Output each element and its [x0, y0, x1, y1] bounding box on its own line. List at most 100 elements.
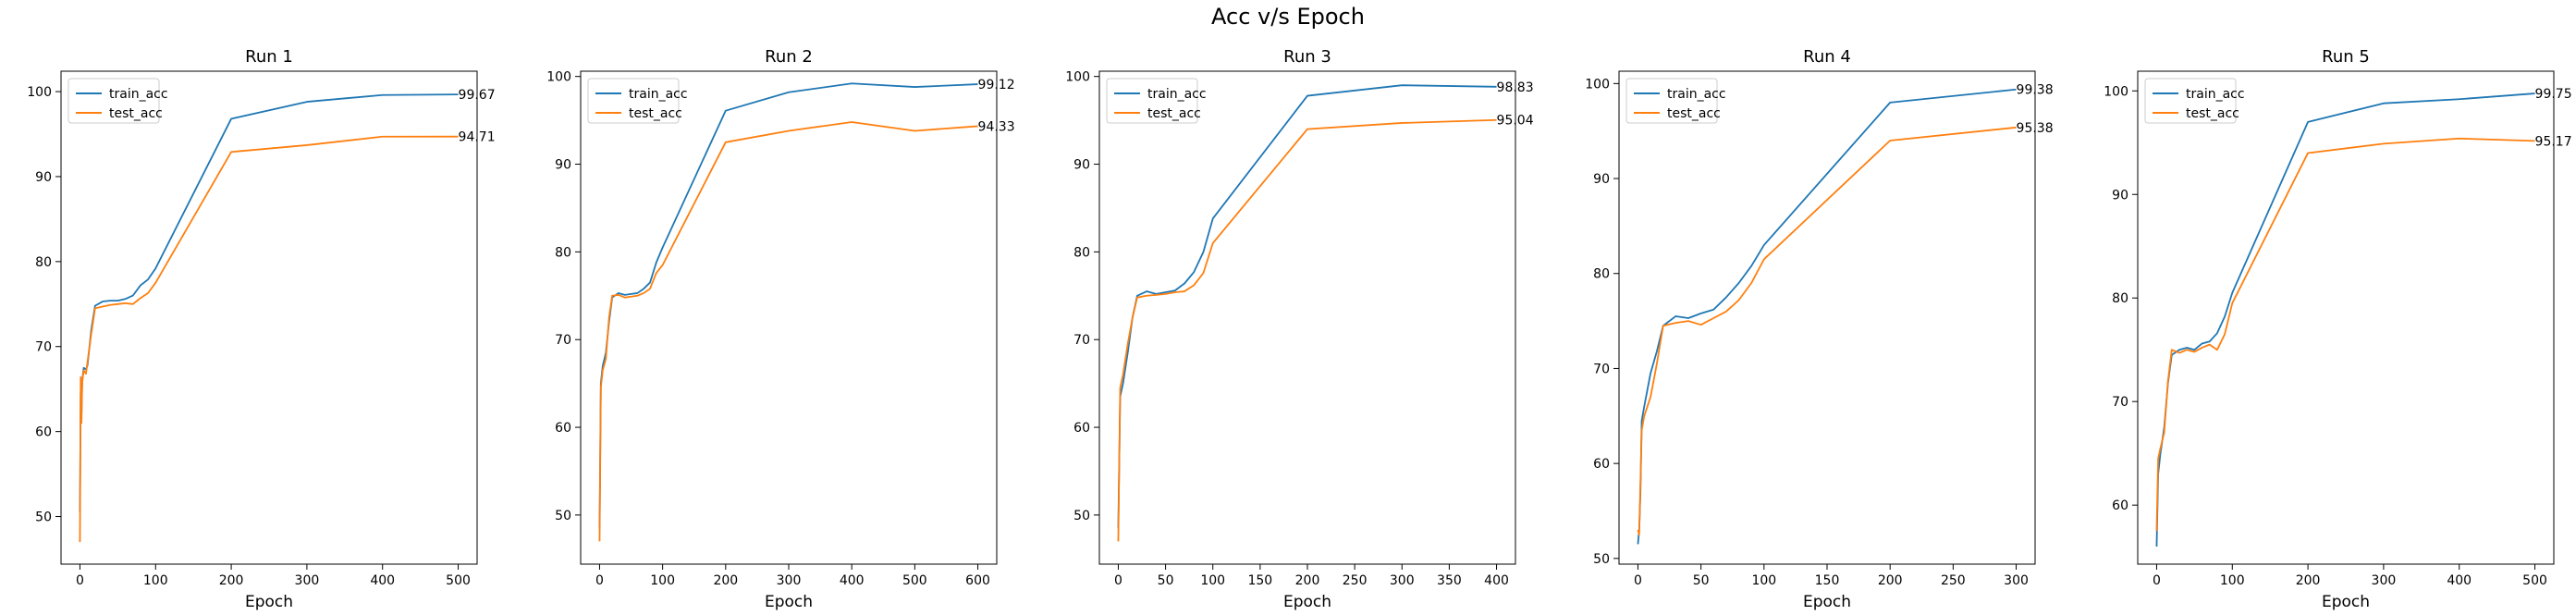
x-tick-label: 200 — [1878, 573, 1903, 588]
legend-label: test_acc — [2186, 106, 2239, 121]
y-tick-label: 60 — [35, 425, 52, 440]
y-tick-label: 70 — [1593, 362, 1610, 376]
axes-frame — [1098, 70, 1516, 565]
x-tick-label: 0 — [1114, 573, 1122, 588]
y-tick-label: 80 — [555, 245, 571, 260]
y-tick-label: 50 — [1073, 509, 1090, 523]
x-tick-label: 250 — [1941, 573, 1966, 588]
chart-run-5: Run 50 100 200 300 400 50060708090100Epoch99.… — [2104, 47, 2571, 611]
y-tick-label: 60 — [1593, 457, 1610, 472]
series-line-test_acc — [598, 121, 978, 542]
y-tick-label: 100 — [2104, 84, 2128, 99]
x-tick-label: 0 — [2153, 573, 2161, 588]
x-tick-label: 0 — [76, 573, 84, 588]
legend-label: train_acc — [109, 87, 168, 102]
series-line-test_acc — [1637, 126, 2017, 536]
x-tick-label: 250 — [1343, 573, 1368, 588]
x-tick-label: 600 — [965, 573, 990, 588]
x-tick-label: 0 — [595, 573, 604, 588]
x-tick-label: 400 — [840, 573, 865, 588]
y-tick-label: 70 — [1073, 333, 1090, 348]
y-tick-label: 60 — [2112, 498, 2128, 513]
y-tick-label: 80 — [35, 255, 52, 270]
y-tick-label: 60 — [555, 421, 571, 436]
series-line-train_acc — [2155, 92, 2535, 547]
x-tick-label: 50 — [1158, 573, 1174, 588]
chart-title: Run 4 — [1803, 47, 1851, 67]
y-tick-label: 90 — [555, 158, 571, 173]
x-tick-label: 100 — [650, 573, 675, 588]
x-tick-label: 500 — [902, 573, 927, 588]
axes-frame — [580, 70, 998, 565]
chart-title: Run 3 — [1283, 47, 1331, 67]
x-tick-label: 50 — [1693, 573, 1710, 588]
x-tick-label: 500 — [2522, 573, 2547, 588]
x-tick-label: 100 — [2220, 573, 2245, 588]
y-tick-label: 90 — [1593, 172, 1610, 187]
y-tick-label: 100 — [27, 85, 52, 100]
legend-label: test_acc — [629, 106, 682, 121]
x-tick-label: 300 — [1390, 573, 1415, 588]
legend-label: train_acc — [1147, 87, 1207, 102]
x-tick-label: 200 — [1295, 573, 1320, 588]
axes-frame — [1618, 70, 2036, 565]
y-tick-label: 90 — [1073, 158, 1090, 173]
y-tick-label: 80 — [1073, 245, 1090, 260]
chart-run-3: Run 3 0 50 100 150 200 250 300 350 400 50 60 70 80 90 1… — [1065, 47, 1533, 611]
y-tick-label: 70 — [555, 333, 571, 348]
y-tick-label: 100 — [1065, 70, 1090, 85]
legend-label: train_acc — [1667, 87, 1726, 102]
y-tick-label: 90 — [35, 170, 52, 185]
x-tick-label: 200 — [713, 573, 738, 588]
y-tick-label: 50 — [35, 510, 52, 525]
series-line-train_acc — [79, 93, 459, 512]
chart-run-2: Run 2 0 100 200 300 400 500 600 50 60 70 80 90 100 Epo… — [546, 47, 1014, 611]
series-line-train_acc — [1637, 88, 2017, 545]
axes-frame — [60, 70, 478, 565]
y-tick-label: 70 — [35, 340, 52, 355]
x-tick-label: 100 — [143, 573, 168, 588]
legend-label: train_acc — [2186, 87, 2245, 102]
series-line-test_acc — [1117, 118, 1497, 542]
legend-label: test_acc — [109, 106, 163, 121]
chart-title: Run 5 — [2322, 47, 2370, 67]
x-tick-label: 400 — [370, 573, 395, 588]
x-tick-label: 150 — [1247, 573, 1272, 588]
x-tick-label: 100 — [1751, 573, 1776, 588]
legend-label: train_acc — [629, 87, 688, 102]
x-axis-label: Epoch — [765, 593, 813, 611]
chart-run-1: Run 10 100 200 300 400 5005060708090100Epoch9… — [27, 47, 495, 611]
chart-run-4: Run 4 0 50 100 150 200 250 300 50 60 70 80 90 100 Epoc… — [1585, 47, 2053, 611]
y-tick-label: 60 — [1073, 421, 1090, 436]
x-tick-label: 400 — [1484, 573, 1509, 588]
x-axis-label: Epoch — [2322, 593, 2370, 611]
series-line-train_acc — [598, 82, 978, 529]
axes-frame — [2137, 70, 2555, 565]
x-tick-label: 200 — [219, 573, 244, 588]
x-tick-label: 400 — [2447, 573, 2472, 588]
y-tick-label: 100 — [546, 70, 571, 85]
y-tick-label: 80 — [2112, 291, 2128, 306]
legend-label: test_acc — [1667, 106, 1721, 121]
chart-title: Run 2 — [765, 47, 813, 67]
y-tick-label: 80 — [1593, 267, 1610, 282]
x-tick-label: 300 — [2004, 573, 2029, 588]
figure-title: Acc v/s Epoch — [1211, 4, 1365, 30]
x-axis-label: Epoch — [245, 593, 293, 611]
series-line-test_acc — [79, 135, 459, 543]
x-tick-label: 500 — [446, 573, 471, 588]
y-tick-label: 50 — [555, 509, 571, 523]
series-line-test_acc — [2155, 137, 2535, 532]
y-tick-label: 50 — [1593, 552, 1610, 567]
y-tick-label: 100 — [1585, 77, 1610, 92]
x-tick-label: 200 — [2296, 573, 2321, 588]
x-tick-label: 0 — [1634, 573, 1642, 588]
x-tick-label: 300 — [777, 573, 802, 588]
x-tick-label: 150 — [1815, 573, 1840, 588]
x-tick-label: 300 — [2372, 573, 2397, 588]
legend-label: test_acc — [1147, 106, 1201, 121]
x-tick-label: 100 — [1200, 573, 1225, 588]
series-line-train_acc — [1117, 84, 1497, 529]
x-tick-label: 350 — [1437, 573, 1462, 588]
